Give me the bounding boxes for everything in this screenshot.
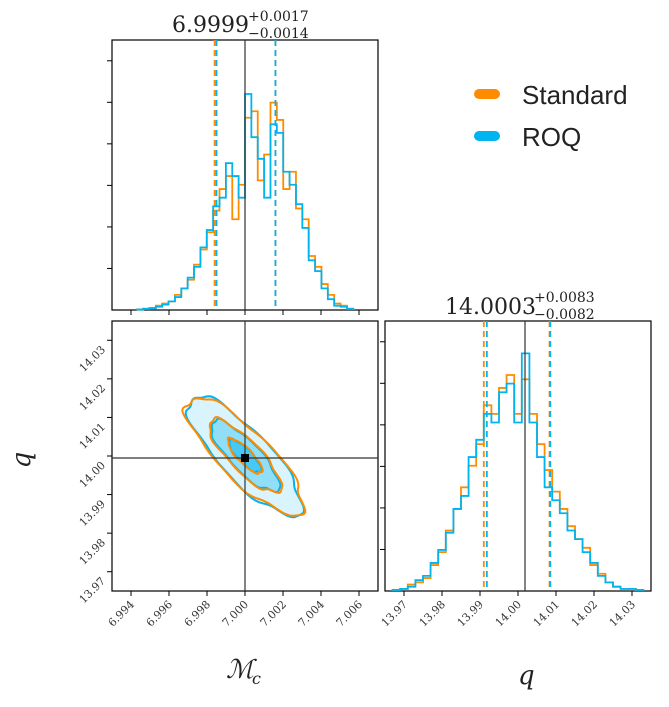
contour-ytick-label-3: 14.00 bbox=[77, 459, 108, 490]
mc-title-minus: −0.0014 bbox=[248, 26, 309, 42]
mc-title-value: 6.9999 bbox=[172, 13, 249, 38]
q-title-plus: +0.0083 bbox=[534, 290, 595, 306]
legend-swatch-roq bbox=[474, 131, 500, 141]
contour-xtick-label-5: 7.004 bbox=[296, 598, 327, 629]
mc-title-plus: +0.0017 bbox=[248, 9, 309, 25]
hist-q-xtick-label-0: 13.97 bbox=[379, 598, 410, 629]
mc-axis-label-sub: c bbox=[252, 669, 261, 688]
q-title: 14.0003 bbox=[445, 295, 536, 320]
q-axis-label: q bbox=[518, 661, 535, 691]
contour-ytick-label-5: 14.02 bbox=[77, 382, 108, 413]
hist-q-xtick-label-2: 13.99 bbox=[455, 598, 486, 629]
contour-standard-2sigma bbox=[208, 415, 284, 495]
contour-panel: 6.994 6.996 6.998 7.000 7.002 7.004 7.006 13.9… bbox=[77, 320, 379, 629]
mc-title: 6.9999 bbox=[172, 13, 249, 38]
truth-marker bbox=[241, 454, 249, 462]
contour-ytick-label-6: 14.03 bbox=[77, 343, 108, 374]
legend-label-roq: ROQ bbox=[522, 122, 581, 152]
contour-ytick-label-1: 13.98 bbox=[77, 536, 108, 567]
contour-standard-1sigma bbox=[226, 436, 264, 475]
contour-ytick-label-2: 13.99 bbox=[77, 498, 108, 529]
contour-xtick-label-3: 7.000 bbox=[220, 598, 251, 629]
hist-q-xtick-label-4: 14.01 bbox=[531, 598, 562, 629]
legend-swatch-standard bbox=[474, 89, 500, 99]
legend: Standard ROQ bbox=[474, 80, 628, 152]
contour-xtick-label-0: 6.994 bbox=[106, 598, 137, 629]
contour-xtick-label-2: 6.998 bbox=[182, 598, 213, 629]
contour-ytick-label-0: 13.97 bbox=[77, 575, 108, 606]
hist-q-xtick-label-5: 14.02 bbox=[569, 598, 600, 629]
q-axis-label-left: q bbox=[7, 452, 37, 469]
q-title-value: 14.0003 bbox=[445, 295, 536, 320]
hist-mc-panel bbox=[107, 39, 379, 315]
contour-xtick-label-4: 7.002 bbox=[258, 598, 289, 629]
mc-axis-label: ℳ bbox=[226, 655, 257, 685]
legend-label-standard: Standard bbox=[522, 80, 628, 110]
hist-q-frame bbox=[384, 320, 652, 592]
contour-xtick-label-6: 7.006 bbox=[334, 598, 365, 629]
contour-xtick-label-1: 6.996 bbox=[144, 598, 175, 629]
q-hist-roq bbox=[391, 352, 645, 591]
contour-ytick-label-4: 14.01 bbox=[77, 420, 108, 451]
q-hist-standard bbox=[391, 374, 645, 591]
contour-standard-3sigma bbox=[181, 397, 307, 517]
hist-q-xtick-label-1: 13.98 bbox=[417, 598, 448, 629]
hist-q-xtick-label-6: 14.03 bbox=[607, 598, 638, 629]
hist-q-panel: 13.97 13.98 13.99 14.00 14.01 14.02 14.03 bbox=[379, 320, 652, 629]
hist-q-xtick-label-3: 14.00 bbox=[493, 598, 524, 629]
q-title-minus: −0.0082 bbox=[534, 307, 595, 323]
